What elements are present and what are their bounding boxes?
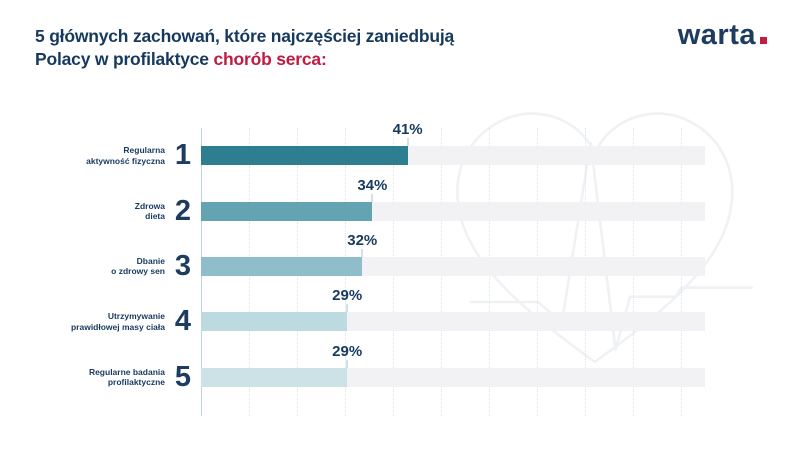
warta-logo-text: warta xyxy=(677,19,756,51)
category-label-line1: Dbanie xyxy=(136,255,165,266)
bar-fill xyxy=(201,146,408,166)
rank-number: 2 xyxy=(174,194,192,227)
category-label: Utrzymywanie prawidłowej masy ciała xyxy=(35,311,165,332)
category-label-line1: Utrzymywanie xyxy=(107,311,165,322)
rank-number: 4 xyxy=(174,305,192,338)
warta-logo-dot-icon xyxy=(760,37,767,44)
title-line-2-prefix: Polacy w profilaktyce xyxy=(35,49,214,69)
title-highlight: chorób serca: xyxy=(213,49,327,69)
value-tick-icon xyxy=(346,359,348,368)
chart-rows: Regularna aktywność fizyczna 1 41% Zdrow… xyxy=(35,121,765,405)
value-tick-icon xyxy=(407,138,409,147)
chart-row: Regularne badania profilaktyczne 5 29% xyxy=(35,343,765,405)
category-label: Regularna aktywność fizyczna xyxy=(35,145,165,166)
category-label-line2: profilaktyczne xyxy=(107,377,165,388)
category-label-line2: aktywność fizyczna xyxy=(86,155,165,166)
chart-row: Regularna aktywność fizyczna 1 41% xyxy=(35,121,765,183)
bar-fill xyxy=(201,201,373,221)
value-label: 41% xyxy=(392,121,423,139)
page-title: 5 głównych zachowań, które najczęściej z… xyxy=(35,25,454,71)
chart-row: Zdrowa dieta 2 34% xyxy=(35,177,765,238)
value-tick-icon xyxy=(371,193,373,202)
bar-track: 29% xyxy=(201,287,705,332)
chart-row: Utrzymywanie prawidłowej masy ciała 4 29… xyxy=(35,287,765,349)
value-label: 29% xyxy=(332,287,363,305)
category-label-line2: dieta xyxy=(145,211,165,222)
value-tick-icon xyxy=(346,304,348,313)
warta-logo: warta xyxy=(678,20,767,50)
category-label-line1: Regularna xyxy=(123,145,165,156)
rank-number: 5 xyxy=(174,360,192,393)
category-label-line2: o zdrowy sen xyxy=(111,266,165,277)
bar-track: 34% xyxy=(201,177,705,221)
category-label: Dbanie o zdrowy sen xyxy=(35,256,165,277)
category-label-line1: Regularne badania xyxy=(88,366,165,377)
bar-fill xyxy=(201,256,363,276)
title-line-1: 5 głównych zachowań, które najczęściej z… xyxy=(35,26,455,46)
bar-track: 29% xyxy=(201,343,705,387)
category-label-line2: prawidłowej masy ciała xyxy=(70,321,165,332)
bar-fill xyxy=(201,367,348,387)
category-label: Regularne badania profilaktyczne xyxy=(35,367,165,388)
bar-track: 32% xyxy=(201,232,705,276)
rank-number: 1 xyxy=(174,139,192,172)
value-label: 32% xyxy=(347,231,378,249)
category-label-line1: Zdrowa xyxy=(134,200,165,211)
chart-row: Dbanie o zdrowy sen 3 32% xyxy=(35,232,765,294)
rank-number: 3 xyxy=(174,249,192,282)
value-tick-icon xyxy=(361,248,363,257)
category-label: Zdrowa dieta xyxy=(35,201,165,222)
bar-chart: Regularna aktywność fizyczna 1 41% Zdrow… xyxy=(35,112,765,420)
bar-track: 41% xyxy=(201,121,705,166)
value-label: 29% xyxy=(332,342,363,360)
title-line-2: Polacy w profilaktyce chorób serca: xyxy=(35,48,454,71)
value-label: 34% xyxy=(357,176,388,194)
bar-fill xyxy=(201,312,348,332)
